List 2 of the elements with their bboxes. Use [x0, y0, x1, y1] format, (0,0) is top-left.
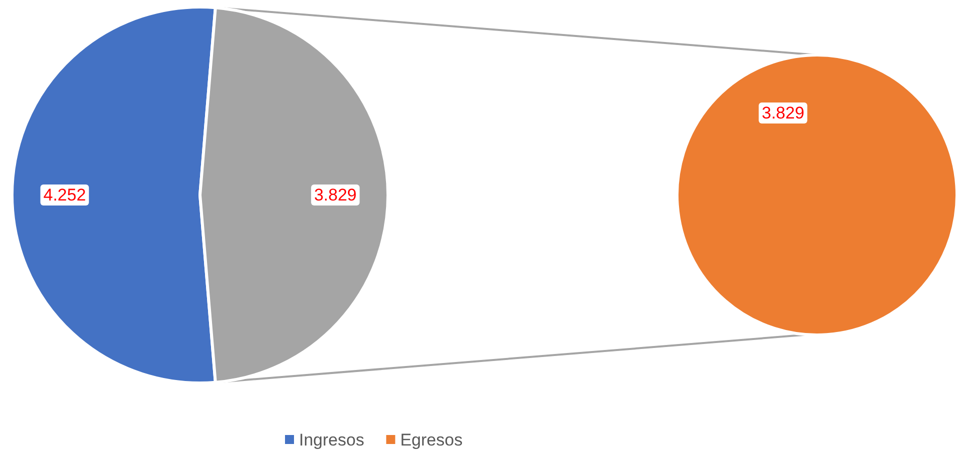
legend-label: Ingresos [299, 430, 364, 450]
legend-label: Egresos [400, 430, 463, 450]
